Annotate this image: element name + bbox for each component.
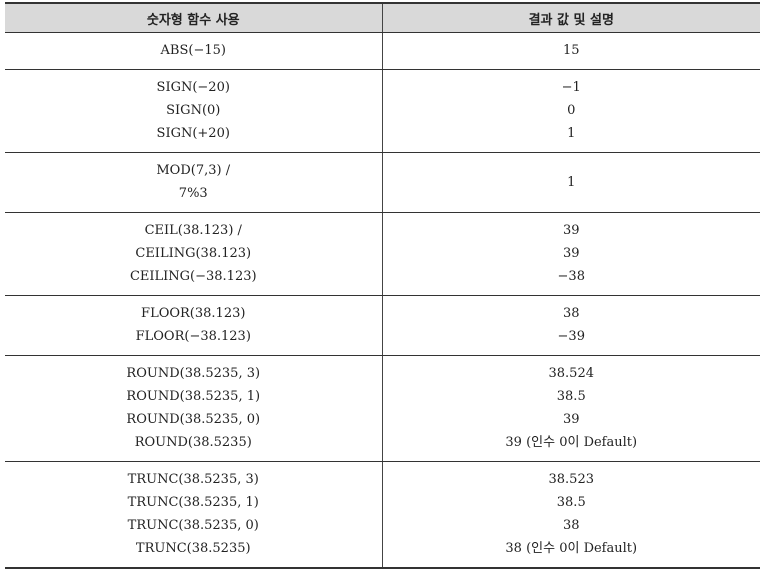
table-row: SIGN(−20) SIGN(0) SIGN(+20) −1 0 1 (5, 69, 760, 153)
table-row: ROUND(38.5235, 3) ROUND(38.5235, 1) ROUND(… (5, 355, 760, 462)
result-value: 39 (562, 412, 580, 427)
function-expression: CEIL(38.123) / (144, 223, 242, 238)
function-expression: ROUND(38.5235, 0) (126, 412, 261, 427)
result-value: 39 (인수 0이 Default) (505, 435, 638, 450)
function-usage-cell: FLOOR(38.123) FLOOR(−38.123) (5, 295, 383, 356)
result-value: −1 (561, 80, 581, 95)
result-cell: 39 39 −38 (382, 212, 760, 296)
result-value: 38 (인수 0이 Default) (505, 541, 638, 556)
function-usage-cell: MOD(7,3) / 7%3 (5, 152, 383, 213)
function-expression: SIGN(0) (166, 103, 221, 118)
header-row: 숫자형 함수 사용 결과 값 및 설명 (5, 2, 760, 33)
result-value: 39 (562, 223, 580, 238)
table-row: MOD(7,3) / 7%3 1 (5, 152, 760, 213)
table-row: TRUNC(38.5235, 3) TRUNC(38.5235, 1) TRUNC(… (5, 461, 760, 569)
function-expression: TRUNC(38.5235, 1) (127, 495, 259, 510)
result-value: 38.523 (548, 472, 595, 487)
function-expression: FLOOR(−38.123) (135, 329, 251, 344)
function-usage-cell: ABS(−15) (5, 32, 383, 70)
header-result-description: 결과 값 및 설명 (382, 2, 760, 33)
result-cell: −1 0 1 (382, 69, 760, 153)
result-value: −39 (557, 329, 585, 344)
table-row: CEIL(38.123) / CEILING(38.123) CEILING(−38… (5, 212, 760, 296)
function-expression: 7%3 (178, 186, 208, 201)
table-header: 숫자형 함수 사용 결과 값 및 설명 (5, 2, 760, 33)
function-usage-cell: SIGN(−20) SIGN(0) SIGN(+20) (5, 69, 383, 153)
numeric-function-table-container: 숫자형 함수 사용 결과 값 및 설명 ABS(−15) 15 SIGN(−20) S… (5, 2, 760, 569)
result-cell: 38.523 38.5 38 38 (인수 0이 Default) (382, 461, 760, 569)
function-expression: CEILING(−38.123) (129, 269, 257, 284)
function-usage-cell: ROUND(38.5235, 3) ROUND(38.5235, 1) ROUND(… (5, 355, 383, 462)
function-expression: SIGN(+20) (156, 126, 230, 141)
function-expression: CEILING(38.123) (135, 246, 252, 261)
numeric-function-table: 숫자형 함수 사용 결과 값 및 설명 ABS(−15) 15 SIGN(−20) S… (5, 2, 760, 569)
function-expression: ABS(−15) (160, 43, 226, 58)
result-value: 38.5 (556, 495, 586, 510)
table-body: ABS(−15) 15 SIGN(−20) SIGN(0) SIGN(+20) −1 0 1 M… (5, 32, 760, 569)
function-expression: ROUND(38.5235, 1) (126, 389, 261, 404)
function-usage-cell: CEIL(38.123) / CEILING(38.123) CEILING(−38… (5, 212, 383, 296)
result-cell: 38.524 38.5 39 39 (인수 0이 Default) (382, 355, 760, 462)
function-expression: ROUND(38.5235, 3) (126, 366, 261, 381)
table-row: FLOOR(38.123) FLOOR(−38.123) 38 −39 (5, 295, 760, 356)
result-cell: 1 (382, 152, 760, 213)
table-row: ABS(−15) 15 (5, 32, 760, 70)
result-value: 38.5 (556, 389, 586, 404)
result-value: −38 (557, 269, 585, 284)
header-function-usage: 숫자형 함수 사용 (5, 2, 383, 33)
result-value: 1 (567, 126, 576, 141)
function-expression: MOD(7,3) / (156, 163, 231, 178)
result-cell: 38 −39 (382, 295, 760, 356)
function-expression: SIGN(−20) (156, 80, 230, 95)
result-cell: 15 (382, 32, 760, 70)
function-expression: FLOOR(38.123) (141, 306, 246, 321)
function-expression: TRUNC(38.5235, 0) (127, 518, 259, 533)
result-value: 38 (562, 518, 580, 533)
result-value: 38 (562, 306, 580, 321)
function-expression: TRUNC(38.5235, 3) (127, 472, 259, 487)
result-value: 15 (562, 43, 580, 58)
function-expression: TRUNC(38.5235) (135, 541, 251, 556)
function-usage-cell: TRUNC(38.5235, 3) TRUNC(38.5235, 1) TRUNC(… (5, 461, 383, 569)
function-expression: ROUND(38.5235) (134, 435, 252, 450)
result-value: 0 (567, 103, 576, 118)
result-value: 39 (562, 246, 580, 261)
result-value: 1 (567, 174, 576, 190)
result-value: 38.524 (548, 366, 595, 381)
